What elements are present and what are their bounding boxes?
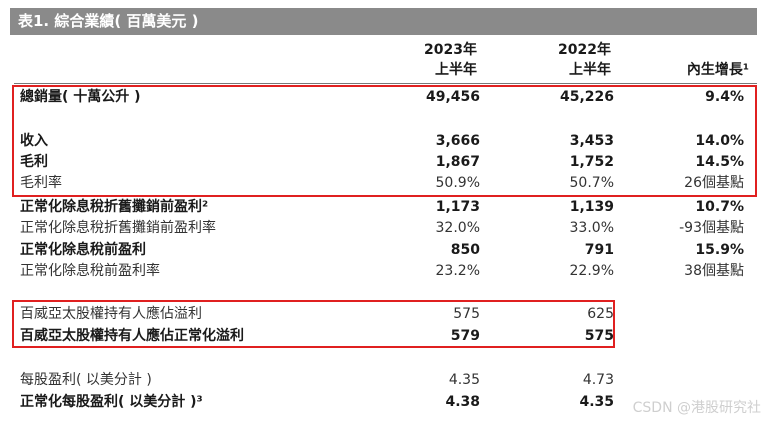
table-row: 正常化每股盈利( 以美分計 )³ 4.38 4.35 bbox=[20, 392, 752, 413]
watermark: CSDN @港股研究社 bbox=[632, 400, 761, 416]
row-label: 總銷量( 十萬公升 ) bbox=[20, 89, 141, 105]
value-growth: 10.7% bbox=[695, 199, 744, 215]
value-2023: 4.35 bbox=[448, 372, 480, 388]
value-growth: 15.9% bbox=[695, 242, 744, 258]
value-2022: 45,226 bbox=[559, 89, 614, 105]
table-row: 每股盈利( 以美分計 ) 4.35 4.73 bbox=[20, 370, 752, 391]
header-2022-half: 上半年 bbox=[569, 62, 611, 78]
value-2023: 1,867 bbox=[435, 154, 480, 170]
row-label: 正常化除息稅前盈利 bbox=[20, 242, 146, 258]
table-row: 百威亞太股權持有人應佔正常化溢利 579 575 bbox=[20, 326, 752, 347]
row-label: 正常化除息稅折舊攤銷前盈利² bbox=[20, 199, 209, 215]
table-row: 百威亞太股權持有人應佔溢利 575 625 bbox=[20, 304, 752, 325]
value-2023: 4.38 bbox=[445, 394, 480, 410]
row-label: 收入 bbox=[20, 133, 48, 149]
header-2023-year: 2023年 bbox=[424, 42, 477, 58]
value-2023: 575 bbox=[453, 306, 480, 322]
value-growth: 14.5% bbox=[695, 154, 744, 170]
value-growth: 14.0% bbox=[695, 133, 744, 149]
header-2022-year: 2022年 bbox=[558, 42, 611, 58]
value-2023: 23.2% bbox=[435, 263, 480, 279]
value-2022: 22.9% bbox=[569, 263, 614, 279]
highlight-box-profit bbox=[12, 300, 615, 348]
value-2022: 1,752 bbox=[569, 154, 614, 170]
table-row: 正常化除息稅前盈利率 23.2% 22.9% 38個基點 bbox=[20, 261, 752, 282]
value-2023: 50.9% bbox=[435, 175, 480, 191]
value-growth: -93個基點 bbox=[679, 220, 744, 236]
value-2023: 579 bbox=[450, 328, 480, 344]
value-2023: 32.0% bbox=[435, 220, 480, 236]
value-growth: 26個基點 bbox=[684, 175, 744, 191]
row-label: 毛利率 bbox=[20, 175, 62, 191]
header-2023-half: 上半年 bbox=[435, 62, 477, 78]
table-row: 正常化除息稅折舊攤銷前盈利² 1,173 1,139 10.7% bbox=[20, 197, 752, 218]
value-growth: 9.4% bbox=[705, 89, 744, 105]
value-2023: 1,173 bbox=[435, 199, 480, 215]
table-row: 收入 3,666 3,453 14.0% bbox=[20, 131, 752, 152]
table-row: 正常化除息稅折舊攤銷前盈利率 32.0% 33.0% -93個基點 bbox=[20, 218, 752, 239]
row-label: 正常化除息稅前盈利率 bbox=[20, 263, 160, 279]
value-2022: 4.73 bbox=[582, 372, 614, 388]
value-2022: 33.0% bbox=[569, 220, 614, 236]
highlight-box-top bbox=[12, 85, 757, 197]
table-row: 毛利 1,867 1,752 14.5% bbox=[20, 152, 752, 173]
row-label: 毛利 bbox=[20, 154, 48, 170]
value-2022: 1,139 bbox=[569, 199, 614, 215]
value-2023: 850 bbox=[450, 242, 480, 258]
row-label: 百威亞太股權持有人應佔正常化溢利 bbox=[20, 328, 244, 344]
value-2022: 3,453 bbox=[569, 133, 614, 149]
table-row: 總銷量( 十萬公升 ) 49,456 45,226 9.4% bbox=[20, 87, 752, 108]
value-2022: 791 bbox=[584, 242, 614, 258]
row-label: 正常化除息稅折舊攤銷前盈利率 bbox=[20, 220, 216, 236]
value-2022: 625 bbox=[587, 306, 614, 322]
value-2023: 49,456 bbox=[425, 89, 480, 105]
table-row: 正常化除息稅前盈利 850 791 15.9% bbox=[20, 240, 752, 261]
value-growth: 38個基點 bbox=[684, 263, 744, 279]
table-row: 毛利率 50.9% 50.7% 26個基點 bbox=[20, 173, 752, 194]
row-label: 正常化每股盈利( 以美分計 )³ bbox=[20, 394, 203, 410]
value-2022: 4.35 bbox=[579, 394, 614, 410]
header-organic-growth: 內生增長¹ bbox=[686, 62, 749, 78]
row-label: 每股盈利( 以美分計 ) bbox=[20, 372, 152, 388]
value-2023: 3,666 bbox=[435, 133, 480, 149]
header-rule bbox=[14, 83, 757, 84]
row-label: 百威亞太股權持有人應佔溢利 bbox=[20, 306, 202, 322]
value-2022: 50.7% bbox=[569, 175, 614, 191]
value-2022: 575 bbox=[584, 328, 614, 344]
table-title: 表1. 綜合業績( 百萬美元 ) bbox=[10, 8, 757, 35]
